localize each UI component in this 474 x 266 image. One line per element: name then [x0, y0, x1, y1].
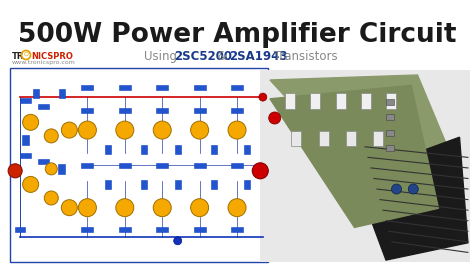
- Bar: [336, 93, 346, 109]
- Bar: [386, 145, 394, 151]
- Bar: [22, 135, 29, 145]
- Bar: [82, 108, 93, 113]
- Bar: [231, 227, 243, 231]
- Circle shape: [173, 237, 182, 245]
- Text: 2SC5200: 2SC5200: [174, 50, 232, 63]
- Bar: [20, 98, 31, 103]
- Bar: [245, 180, 250, 189]
- Circle shape: [116, 199, 134, 217]
- Circle shape: [78, 199, 96, 217]
- Circle shape: [8, 164, 22, 178]
- Bar: [82, 85, 93, 90]
- Bar: [141, 145, 147, 154]
- Bar: [10, 68, 268, 262]
- Bar: [361, 93, 371, 109]
- Circle shape: [61, 200, 77, 216]
- Polygon shape: [270, 75, 459, 195]
- Bar: [374, 131, 383, 147]
- Bar: [156, 227, 168, 231]
- Bar: [38, 104, 49, 109]
- Text: 500W Power Amplifier Circuit: 500W Power Amplifier Circuit: [18, 22, 456, 48]
- Bar: [194, 163, 206, 168]
- Text: TR: TR: [12, 52, 24, 61]
- Circle shape: [23, 176, 39, 192]
- Bar: [105, 145, 111, 154]
- Bar: [105, 180, 111, 189]
- Circle shape: [44, 129, 58, 143]
- Bar: [20, 153, 31, 158]
- Circle shape: [191, 199, 209, 217]
- Bar: [33, 89, 39, 98]
- Circle shape: [153, 199, 171, 217]
- Circle shape: [153, 121, 171, 139]
- Bar: [245, 145, 250, 154]
- Text: &: &: [215, 50, 231, 63]
- Circle shape: [44, 191, 58, 205]
- Circle shape: [46, 163, 57, 175]
- Bar: [156, 163, 168, 168]
- Text: O: O: [24, 52, 28, 57]
- Bar: [386, 114, 394, 120]
- Bar: [119, 163, 131, 168]
- Bar: [119, 85, 131, 90]
- Bar: [260, 70, 470, 262]
- Bar: [156, 85, 168, 90]
- Circle shape: [78, 121, 96, 139]
- Bar: [346, 131, 356, 147]
- Bar: [211, 145, 217, 154]
- Polygon shape: [355, 137, 468, 260]
- Bar: [211, 180, 217, 189]
- Bar: [119, 227, 131, 231]
- Bar: [292, 131, 301, 147]
- Circle shape: [228, 199, 246, 217]
- Circle shape: [252, 163, 268, 179]
- Circle shape: [191, 121, 209, 139]
- Bar: [175, 180, 181, 189]
- Circle shape: [269, 112, 281, 124]
- Text: 2SA1943: 2SA1943: [229, 50, 288, 63]
- Bar: [194, 227, 206, 231]
- Bar: [310, 93, 320, 109]
- Polygon shape: [270, 85, 438, 227]
- Circle shape: [408, 184, 418, 194]
- Bar: [386, 130, 394, 135]
- Bar: [38, 159, 49, 164]
- Bar: [58, 164, 65, 174]
- Circle shape: [23, 114, 39, 130]
- Bar: [231, 163, 243, 168]
- Bar: [59, 89, 64, 98]
- Bar: [194, 108, 206, 113]
- Bar: [386, 93, 396, 109]
- Bar: [319, 131, 329, 147]
- Text: Using: Using: [144, 50, 181, 63]
- Circle shape: [228, 121, 246, 139]
- Bar: [156, 108, 168, 113]
- Circle shape: [61, 122, 77, 138]
- Bar: [231, 85, 243, 90]
- Bar: [285, 93, 295, 109]
- Text: NICSPRO: NICSPRO: [31, 52, 73, 61]
- Bar: [82, 227, 93, 231]
- Bar: [194, 85, 206, 90]
- Bar: [386, 99, 394, 105]
- Circle shape: [259, 93, 267, 101]
- Bar: [15, 227, 25, 231]
- Bar: [119, 108, 131, 113]
- Bar: [141, 180, 147, 189]
- Circle shape: [116, 121, 134, 139]
- Bar: [231, 108, 243, 113]
- Bar: [175, 145, 181, 154]
- Text: www.tronicspro.com: www.tronicspro.com: [12, 60, 76, 65]
- Text: Transistors: Transistors: [270, 50, 337, 63]
- Bar: [82, 163, 93, 168]
- Circle shape: [392, 184, 401, 194]
